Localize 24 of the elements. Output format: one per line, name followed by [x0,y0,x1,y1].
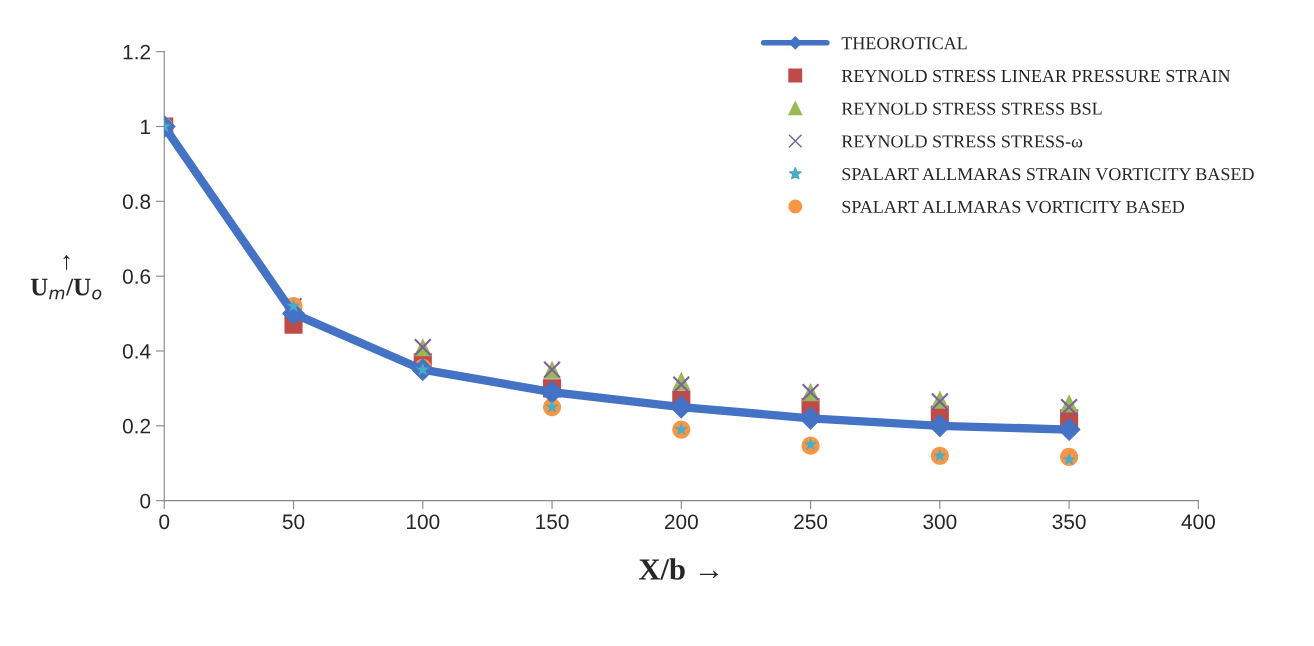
y-tick-label: 0.4 [122,343,151,359]
y-axis-title: ↑ U$_{m}$/U$_{o}$ [30,255,102,300]
x-tick-label: 100 [406,514,440,530]
x-tick-label: 200 [664,514,698,530]
x-tick-label: 50 [282,514,305,530]
y-tick-label: 0.2 [122,418,151,434]
x-axis-title: X/b → [639,558,718,580]
legend-label: SPALART ALLMARAS VORTICITY BASED [842,200,1185,214]
x-tick-label: 300 [923,514,957,530]
legend-label: REYNOLD STRESS LINEAR PRESSURE STRAIN [841,69,1231,83]
y-tick-label: 1 [141,119,151,135]
y-tick-label: 1.2 [123,44,151,60]
legend-label: REYNOLD STRESS STRESS-ω [841,135,1083,148]
legend-label: THEOROTICAL [841,37,967,50]
y-tick-label: 0 [140,493,151,509]
y-tick-label: 0.8 [122,194,151,210]
x-tick-label: 250 [794,514,828,530]
legend-label: REYNOLD STRESS STRESS BSL [841,102,1102,115]
y-tick-label: 0.6 [122,269,151,284]
x-tick-label: 400 [1181,514,1215,530]
x-tick-label: 0 [159,514,170,530]
x-tick-label: 150 [536,514,569,530]
x-tick-label: 350 [1052,514,1086,530]
legend-label: SPALART ALLMARAS STRAIN VORTICITY BASED [842,168,1254,181]
